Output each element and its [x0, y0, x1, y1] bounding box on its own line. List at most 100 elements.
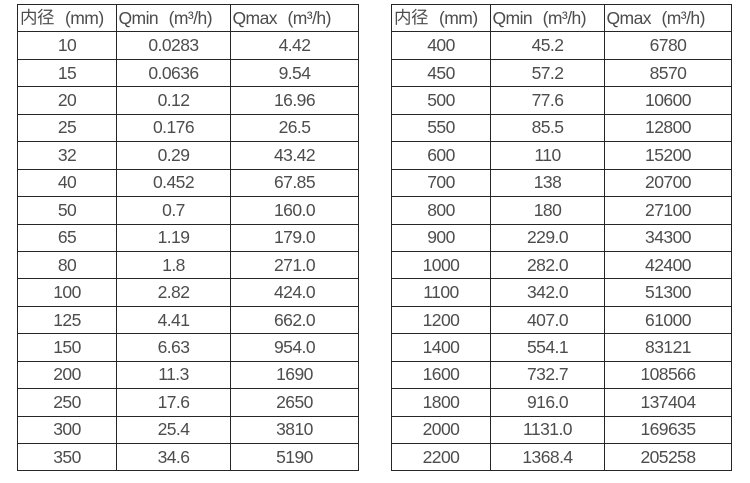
table-cell: 271.0: [230, 250, 359, 280]
table-cell: 8570: [604, 58, 732, 88]
column-header-0: (mm): [391, 3, 491, 33]
table-row: 1200 407.0 61000: [391, 305, 732, 335]
table-cell: 169635: [604, 415, 732, 445]
table-cell: 0.176: [116, 113, 231, 143]
table-cell: 45.2: [490, 31, 605, 60]
table-row: 1400 554.1 83121: [391, 333, 732, 362]
table-cell: 0.12: [116, 86, 231, 115]
fullwidth-paren: ): [472, 7, 478, 28]
table-row: 50 0.7 160.0: [17, 196, 359, 225]
table-row: 1100 342.0 51300: [391, 278, 732, 307]
table-cell: 9.54: [230, 58, 359, 88]
table-row: 450 57.2 8570: [391, 58, 732, 88]
table-cell: 67.85: [230, 168, 359, 198]
fullwidth-paren: ): [699, 7, 706, 28]
table-row: 350 34.6 5190: [17, 442, 359, 472]
table-row: 300 25.4 3810: [17, 415, 359, 445]
cjk-glyph: [21, 9, 36, 26]
table-cell: 12800: [604, 113, 732, 143]
table-cell: 42400: [604, 250, 732, 280]
table-row: 15 0.0636 9.54: [17, 58, 359, 88]
table-cell: 350: [17, 442, 117, 472]
table-cell: 179.0: [230, 223, 359, 252]
fullwidth-paren: ): [98, 7, 104, 28]
table-cell: 1131.0: [490, 415, 605, 445]
header-row: (mm) Qmin (m³/h) Qmax (m³/h): [17, 3, 359, 33]
table-cell: 500: [391, 86, 491, 115]
table-cell: 205258: [604, 442, 732, 472]
column-header-2: Qmax (m³/h): [604, 3, 732, 33]
table-row: 900 229.0 34300: [391, 223, 732, 252]
table-cell: 27100: [604, 196, 732, 225]
table-cell: 300: [17, 415, 117, 445]
table-cell: 732.7: [490, 360, 605, 390]
table-cell: 160.0: [230, 196, 359, 225]
table-cell: 407.0: [490, 305, 605, 335]
table-cell: 550: [391, 113, 491, 143]
fullwidth-paren: (: [661, 7, 667, 28]
table-cell: 1368.4: [490, 442, 605, 472]
table-cell: 15: [17, 58, 117, 88]
table-row: 10 0.0283 4.42: [17, 31, 359, 60]
table-cell: 6780: [604, 31, 732, 60]
table-cell: 25.4: [116, 415, 231, 445]
fullwidth-paren: (: [439, 7, 445, 28]
table-cell: 125: [17, 305, 117, 335]
cjk-glyph: [37, 9, 54, 26]
table-cell: 80: [17, 250, 117, 280]
column-header-1: Qmin (m³/h): [116, 3, 231, 33]
table-cell: 250: [17, 388, 117, 417]
spec-table-left-header: (mm) Qmin (m³/h) Qmax (m³/h): [17, 3, 359, 33]
table-cell: 424.0: [230, 278, 359, 307]
table-cell: 1200: [391, 305, 491, 335]
table-cell: 1800: [391, 388, 491, 417]
table-row: 125 4.41 662.0: [17, 305, 359, 335]
fullwidth-paren: (: [65, 7, 71, 28]
spec-table-right-body: 400 45.2 6780 450 57.2 8570 500 77.6 10600 550 85.…: [391, 31, 732, 472]
table-cell: 15200: [604, 141, 732, 170]
column-header-0: (mm): [17, 3, 117, 33]
fullwidth-paren: ): [580, 7, 587, 28]
table-cell: 400: [391, 31, 491, 60]
table-cell: 954.0: [230, 333, 359, 362]
fullwidth-paren: (: [168, 7, 175, 28]
table-cell: 1600: [391, 360, 491, 390]
table-cell: 2650: [230, 388, 359, 417]
table-row: 1000 282.0 42400: [391, 250, 732, 280]
header-row: (mm) Qmin (m³/h) Qmax (m³/h): [391, 3, 732, 33]
table-cell: 10: [17, 31, 117, 60]
table-cell: 6.63: [116, 333, 231, 362]
fullwidth-paren: (: [287, 7, 293, 28]
table-cell: 916.0: [490, 388, 605, 417]
table-cell: 0.7: [116, 196, 231, 225]
table-row: 200 11.3 1690: [17, 360, 359, 390]
table-cell: 83121: [604, 333, 732, 362]
table-cell: 342.0: [490, 278, 605, 307]
table-row: 250 17.6 2650: [17, 388, 359, 417]
spec-table-right: (mm) Qmin (m³/h) Qmax (m³/h) 400 45.2 6780 450 5…: [391, 3, 732, 472]
table-cell: 16.96: [230, 86, 359, 115]
table-cell: 800: [391, 196, 491, 225]
table-row: 2000 1131.0 169635: [391, 415, 732, 445]
table-cell: 450: [391, 58, 491, 88]
cjk-glyph: [411, 9, 428, 26]
table-cell: 0.0636: [116, 58, 231, 88]
table-row: 400 45.2 6780: [391, 31, 732, 60]
table-cell: 0.29: [116, 141, 231, 170]
column-header-2: Qmax (m³/h): [230, 3, 359, 33]
table-cell: 43.42: [230, 141, 359, 170]
table-cell: 554.1: [490, 333, 605, 362]
table-cell: 1000: [391, 250, 491, 280]
table-cell: 3810: [230, 415, 359, 445]
table-row: 600 110 15200: [391, 141, 732, 170]
table-row: 500 77.6 10600: [391, 86, 732, 115]
table-cell: 0.452: [116, 168, 231, 198]
table-cell: 138: [490, 168, 605, 198]
table-cell: 1.8: [116, 250, 231, 280]
table-cell: 180: [490, 196, 605, 225]
table-cell: 0.0283: [116, 31, 231, 60]
table-cell: 1400: [391, 333, 491, 362]
table-cell: 1690: [230, 360, 359, 390]
table-cell: 600: [391, 141, 491, 170]
